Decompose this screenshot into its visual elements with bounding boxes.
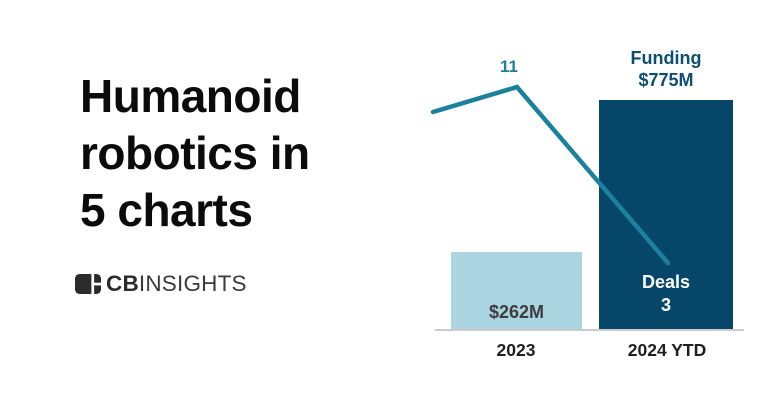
page-title-line-1: Humanoid [80,70,301,122]
cbinsights-wordmark: CB INSIGHTS [106,271,247,297]
x-axis-label-2023: 2023 [496,340,536,360]
deals-count-2023: 11 [500,57,518,76]
x-axis-label-2024: 2024 YTD [627,340,707,360]
logo-text-bold: CB [106,271,139,296]
page-title-line-2: robotics in [80,127,310,179]
funding-label-2024: Funding $775M [599,47,733,91]
cbinsights-logomark-icon [75,273,101,295]
page-title: Humanoid robotics in 5 charts [80,68,310,239]
logo-text-light: INSIGHTS [138,271,247,296]
deals-label-title: Deals [641,272,691,292]
deals-label-2024: Deals 3 [599,271,733,317]
page-title-line-3: 5 charts [80,184,253,236]
cbinsights-logo: CB INSIGHTS [75,271,247,297]
funding-bar-2023: $262M [451,252,582,329]
x-axis-line [435,329,744,331]
funding-label-value: $775M [638,70,694,90]
funding-value-2023: $262M [488,302,545,322]
deals-label-value: 3 [660,295,671,315]
funding-label-title: Funding [630,48,702,68]
